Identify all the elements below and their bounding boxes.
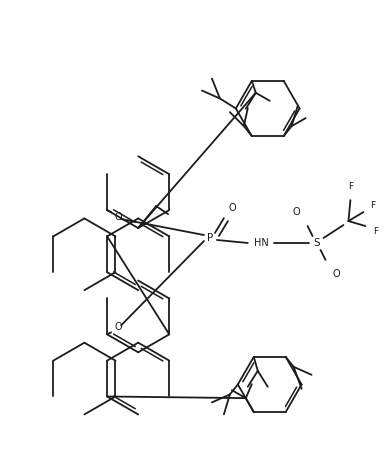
Text: F: F	[373, 227, 378, 236]
Text: S: S	[313, 238, 320, 248]
Text: O: O	[228, 203, 236, 213]
Text: O: O	[333, 269, 340, 279]
Text: F: F	[370, 200, 375, 209]
Text: O: O	[114, 212, 122, 222]
Text: P: P	[207, 233, 213, 243]
Text: HN: HN	[254, 238, 269, 248]
Text: O: O	[114, 322, 122, 332]
Text: F: F	[348, 182, 353, 191]
Text: O: O	[293, 207, 300, 217]
